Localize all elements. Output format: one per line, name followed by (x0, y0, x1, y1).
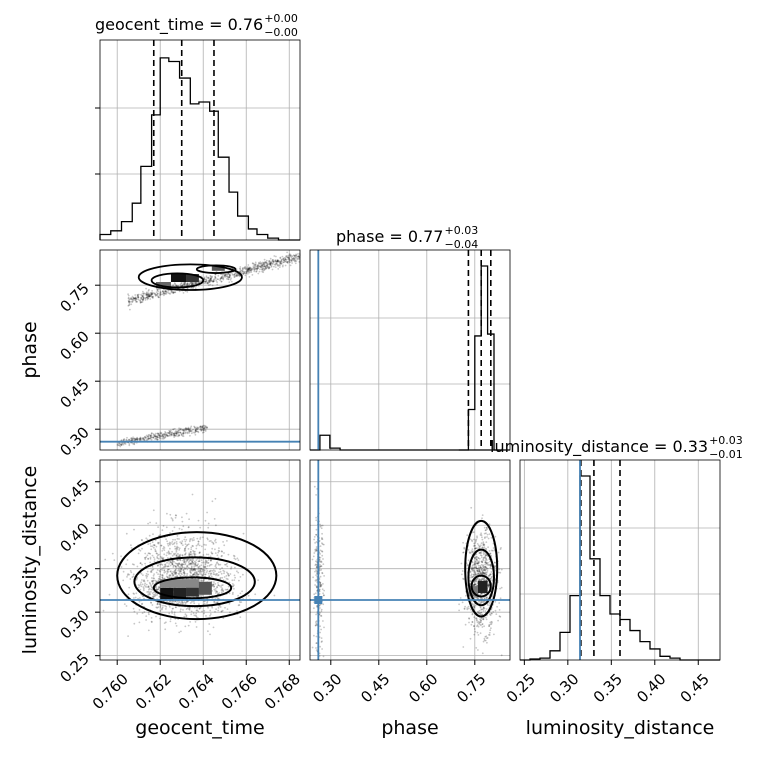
title-lower: −0.04 (444, 238, 478, 251)
title-text: phase = 0.77 (336, 227, 443, 246)
x-axis-label-geocent_time: geocent_time (135, 717, 264, 739)
x-tick-label: 0.760 (89, 670, 132, 713)
x-axis-label-luminosity_distance: luminosity_distance (526, 717, 715, 739)
y-axis-label-phase: phase (19, 321, 41, 378)
panel-0-0 (100, 40, 300, 240)
x-tick-label: 0.30 (546, 670, 582, 706)
title-lower: −0.01 (709, 448, 743, 461)
y-axis-label-luminosity_distance: luminosity_distance (19, 466, 41, 655)
contour-geocent-distance-2 (133, 556, 256, 608)
contour-geocent-distance-1 (152, 576, 233, 600)
histogram-step-geocent_time (99, 57, 300, 241)
panel-frame-0-0 (99, 39, 301, 241)
y-tick-label: 0.30 (56, 423, 92, 459)
title-text: luminosity_distance = 0.33 (490, 437, 708, 457)
contour-phase-distance-2 (467, 548, 496, 607)
x-tick-label: 0.766 (218, 670, 261, 713)
title-upper: +0.03 (709, 434, 743, 447)
panel-2-0 (100, 460, 300, 660)
injection-point (314, 596, 323, 604)
x-tick-label: 0.768 (261, 670, 304, 713)
y-tick-label: 0.45 (56, 375, 92, 411)
title-luminosity_distance: luminosity_distance = 0.33 +0.03−0.01 (490, 434, 743, 461)
panel-frame-2-0 (99, 459, 301, 661)
title-text: geocent_time = 0.76 (95, 15, 263, 35)
x-tick-label: 0.40 (633, 670, 669, 706)
x-tick-label: 0.60 (405, 670, 441, 706)
x-tick-label: 0.764 (175, 670, 218, 713)
title-geocent_time: geocent_time = 0.76 +0.00−0.00 (95, 12, 298, 39)
x-axis-label-phase: phase (381, 717, 438, 739)
panel-frame-2-1 (309, 459, 511, 661)
y-tick-label: 0.35 (56, 563, 92, 599)
contour-phase-distance-1 (470, 574, 492, 598)
x-tick-label: 0.45 (677, 670, 713, 706)
histogram-luminosity_distance (520, 460, 720, 661)
density-geocent-phase (155, 266, 225, 289)
y-tick-label: 0.40 (56, 519, 92, 555)
y-tick-label: 0.25 (56, 650, 92, 686)
x-tick-label: 0.25 (503, 670, 539, 706)
contour-geocent-phase-1 (150, 272, 205, 289)
histogram-geocent_time (99, 40, 300, 241)
x-tick-label: 0.30 (309, 670, 345, 706)
contour-geocent-distance-3 (116, 531, 278, 621)
density-geocent-distance (160, 579, 212, 600)
x-tick-label: 0.762 (132, 670, 175, 713)
panel-frame-1-0 (99, 249, 301, 451)
panel-frame-2-2 (519, 459, 721, 661)
contour-geocent-phase-3 (137, 263, 243, 291)
y-tick-label: 0.75 (56, 279, 92, 315)
title-upper: +0.00 (264, 12, 298, 25)
x-tick-label: 0.35 (590, 670, 626, 706)
x-tick-label: 0.45 (357, 670, 393, 706)
title-lower: −0.00 (264, 26, 298, 39)
panel-frame-1-1 (309, 249, 511, 451)
y-tick-label: 0.60 (56, 327, 92, 363)
x-tick-label: 0.75 (453, 670, 489, 706)
contour-phase-distance-3 (464, 519, 499, 618)
panel-1-0 (100, 250, 300, 450)
y-tick-label: 0.45 (56, 476, 92, 512)
panel-2-1 (310, 460, 510, 660)
title-upper: +0.03 (444, 224, 478, 237)
y-tick-label: 0.30 (56, 606, 92, 642)
title-phase: phase = 0.77 +0.03−0.04 (336, 224, 478, 251)
panel-1-1 (310, 250, 510, 450)
histogram-step-luminosity_distance (520, 475, 720, 661)
